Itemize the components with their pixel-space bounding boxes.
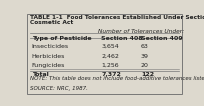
Text: SOURCE: NRC, 1987.: SOURCE: NRC, 1987. — [30, 86, 88, 91]
Text: Total: Total — [32, 72, 49, 77]
Text: Section 409: Section 409 — [141, 36, 183, 41]
Text: 20: 20 — [141, 63, 149, 68]
Text: Number of Tolerances Under:: Number of Tolerances Under: — [98, 29, 184, 34]
Text: 7,372: 7,372 — [101, 72, 121, 77]
FancyBboxPatch shape — [27, 14, 182, 93]
Text: Fungicides: Fungicides — [32, 63, 65, 68]
Text: TABLE 1-1  Food Tolerances Established Under Sections 408 and 409 of the Fede: TABLE 1-1 Food Tolerances Established Un… — [30, 15, 204, 20]
Text: Section 408: Section 408 — [101, 36, 143, 41]
Text: Herbicides: Herbicides — [32, 54, 65, 59]
Text: Cosmetic Act: Cosmetic Act — [30, 20, 73, 25]
Text: 3,654: 3,654 — [101, 44, 119, 49]
Text: NOTE: This table does not include food-additive tolerances listed in the CFR.: NOTE: This table does not include food-a… — [30, 76, 204, 81]
Text: 2,462: 2,462 — [101, 54, 119, 59]
Text: 122: 122 — [141, 72, 154, 77]
Text: 63: 63 — [141, 44, 149, 49]
Text: Insecticides: Insecticides — [32, 44, 69, 49]
Text: 1,256: 1,256 — [101, 63, 119, 68]
Text: Type of Pesticide: Type of Pesticide — [32, 36, 91, 41]
Text: 39: 39 — [141, 54, 149, 59]
